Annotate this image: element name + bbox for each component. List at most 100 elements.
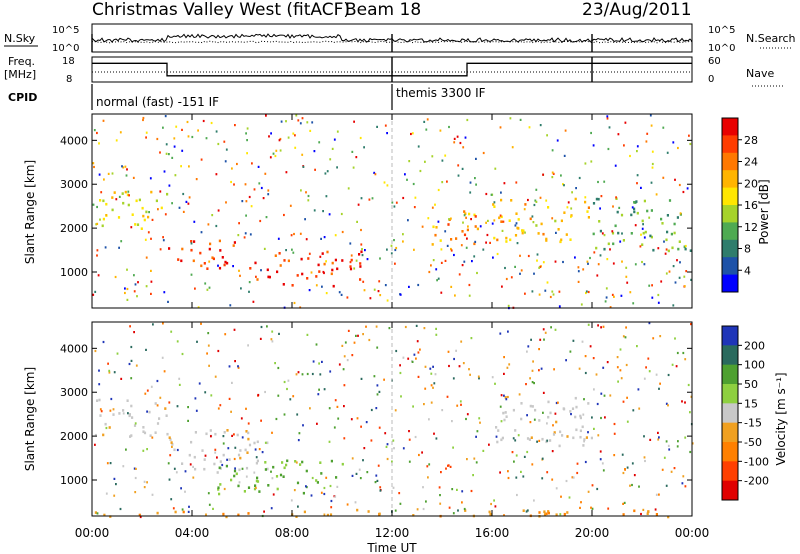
- data-cell: [332, 284, 335, 288]
- data-cell: [538, 266, 541, 269]
- data-cell: [134, 283, 137, 286]
- data-cell: [665, 272, 668, 275]
- data-cell: [151, 493, 154, 496]
- data-cell: [278, 332, 280, 335]
- data-cell: [561, 434, 564, 437]
- data-cell: [323, 486, 326, 490]
- data-cell: [599, 458, 602, 461]
- data-cell: [146, 481, 148, 484]
- data-cell: [293, 489, 296, 492]
- data-cell: [181, 508, 184, 511]
- data-cell: [238, 481, 241, 484]
- data-cell: [315, 284, 318, 287]
- data-cell: [542, 391, 545, 394]
- data-cell: [244, 183, 247, 186]
- data-cell: [529, 404, 532, 408]
- data-cell: [375, 474, 378, 477]
- data-cell: [353, 341, 356, 344]
- data-cell: [295, 114, 298, 117]
- data-cell: [421, 451, 423, 454]
- data-cell: [526, 437, 530, 440]
- data-cell: [570, 413, 572, 416]
- data-cell: [209, 429, 212, 432]
- data-cell: [499, 332, 502, 335]
- data-cell: [577, 280, 580, 283]
- data-cell: [679, 261, 681, 264]
- data-cell: [360, 425, 362, 428]
- data-cell: [524, 231, 526, 234]
- data-cell: [252, 300, 255, 303]
- data-cell: [229, 304, 232, 307]
- data-cell: [528, 126, 531, 129]
- data-cell: [592, 202, 596, 205]
- data-cell: [466, 413, 469, 416]
- data-cell: [526, 414, 528, 417]
- colorbar-swatch: [722, 480, 738, 501]
- data-cell: [145, 285, 148, 288]
- data-cell: [447, 464, 450, 467]
- data-cell: [684, 244, 687, 248]
- data-cell: [585, 291, 587, 295]
- data-cell: [318, 388, 320, 391]
- data-cell: [580, 303, 583, 306]
- data-cell: [515, 212, 518, 215]
- data-cell: [526, 509, 529, 512]
- data-cell: [423, 120, 426, 123]
- data-cell: [167, 462, 170, 465]
- data-cell: [228, 397, 231, 400]
- data-cell: [122, 409, 125, 412]
- data-cell: [493, 219, 496, 222]
- data-cell: [626, 396, 628, 399]
- data-cell: [587, 206, 590, 209]
- data-cell: [145, 256, 148, 259]
- data-cell: [450, 217, 452, 220]
- data-cell: [394, 248, 397, 252]
- data-cell: [676, 216, 679, 219]
- data-cell: [636, 145, 639, 148]
- data-cell: [428, 270, 431, 274]
- noise-tick-top-right: 10^5: [708, 25, 735, 36]
- time-axis: 00:00 04:00 08:00 12:00 16:00 20:00 00:00: [75, 114, 709, 540]
- data-cell: [493, 499, 495, 502]
- data-cell: [105, 202, 108, 206]
- data-cell: [254, 261, 257, 265]
- data-cell: [234, 360, 236, 363]
- freq-unit: [MHz]: [4, 68, 36, 81]
- data-cell: [347, 329, 350, 332]
- data-cell: [460, 244, 463, 247]
- data-cell: [340, 212, 343, 216]
- data-cell: [271, 431, 273, 434]
- data-cell: [189, 463, 192, 466]
- data-cell: [157, 208, 159, 211]
- data-cell: [636, 174, 639, 177]
- data-cell: [376, 384, 379, 387]
- data-cell: [326, 513, 329, 517]
- data-cell: [120, 240, 123, 243]
- data-cell: [676, 259, 678, 262]
- data-cell: [629, 291, 632, 294]
- data-cell: [689, 142, 692, 146]
- data-cell: [223, 140, 226, 143]
- data-cell: [113, 371, 116, 374]
- cpid-segment-2: themis 3300 IF: [396, 86, 486, 100]
- data-cell: [597, 180, 599, 184]
- data-cell: [500, 198, 503, 202]
- data-cell: [583, 398, 585, 401]
- data-cell: [433, 432, 435, 435]
- data-cell: [362, 280, 365, 283]
- data-cell: [677, 440, 679, 443]
- data-cell: [684, 401, 686, 404]
- data-cell: [163, 370, 166, 373]
- data-cell: [440, 248, 443, 251]
- data-cell: [296, 481, 300, 485]
- data-cell: [239, 274, 241, 277]
- data-cell: [538, 439, 541, 442]
- data-cell: [188, 505, 190, 508]
- data-cell: [572, 476, 575, 479]
- data-cell: [270, 132, 272, 135]
- data-cell: [373, 288, 376, 291]
- data-cell: [233, 469, 237, 473]
- data-cell: [208, 286, 211, 289]
- data-cell: [119, 131, 122, 134]
- data-cell: [583, 440, 585, 443]
